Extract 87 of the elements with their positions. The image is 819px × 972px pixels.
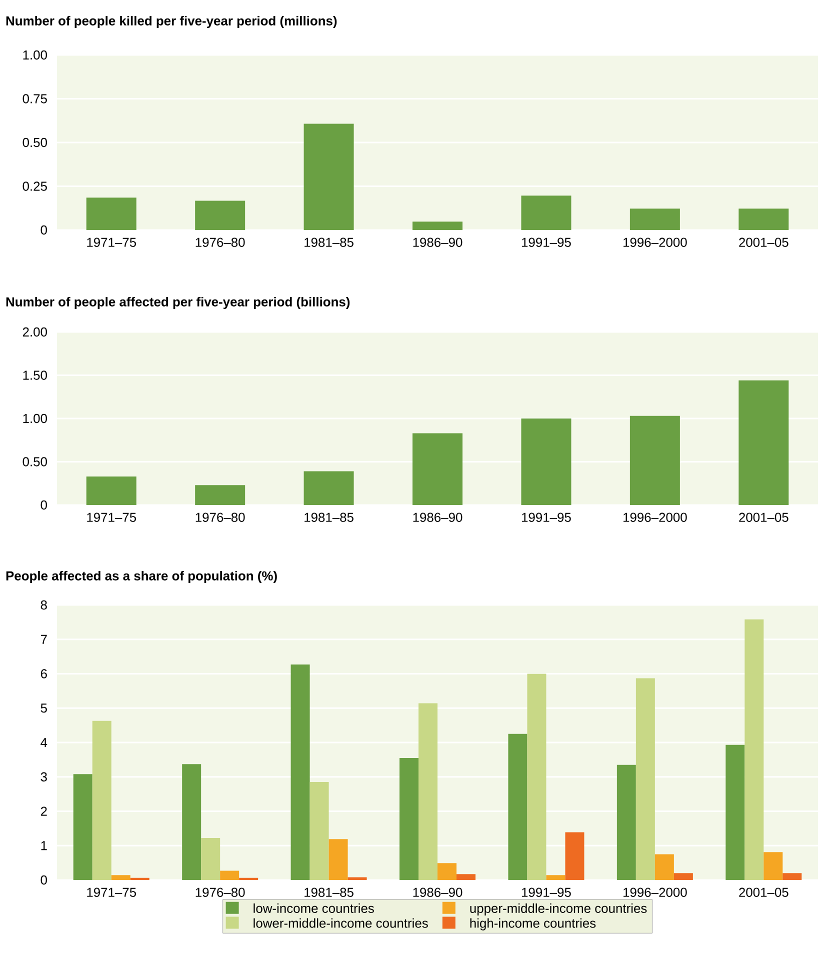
bar <box>674 873 694 880</box>
legend-label: lower-middle-income countries <box>254 918 428 928</box>
y-tick-label: 5 <box>40 704 48 713</box>
x-tick-label: 1986–90 <box>413 238 462 247</box>
y-tick-label: 1.50 <box>23 370 48 380</box>
bar <box>304 471 354 505</box>
x-tick-label: 2001–05 <box>739 512 788 522</box>
bar <box>617 764 636 880</box>
x-tick-label: 1971–75 <box>87 512 136 522</box>
bar <box>782 873 802 880</box>
bar <box>328 839 348 880</box>
x-tick-label: 1991–95 <box>522 512 571 522</box>
bar <box>738 380 789 505</box>
y-tick-label: 8 <box>40 600 48 610</box>
x-tick-label: 1971–75 <box>87 888 136 897</box>
y-tick-label: 0.25 <box>22 182 48 191</box>
chart-title: Number of people affected per five-year period (billions) <box>6 296 350 310</box>
y-tick-label: 7 <box>41 634 47 644</box>
bar <box>726 744 745 880</box>
bar <box>73 774 92 880</box>
bar <box>220 870 240 880</box>
y-tick-label: 0.50 <box>22 138 48 148</box>
y-tick-label: 1 <box>41 841 47 850</box>
y-tick-label: 0 <box>40 500 48 510</box>
bar <box>636 678 656 880</box>
y-tick-label: 1.00 <box>23 414 48 424</box>
x-tick-label: 1976–80 <box>196 238 245 247</box>
bar <box>565 832 584 880</box>
y-tick-label: 2 <box>41 806 47 816</box>
chart-title: People affected as a share of population (%) <box>6 570 278 584</box>
bar <box>521 418 572 505</box>
bar <box>182 764 202 880</box>
bar <box>764 852 783 880</box>
bar <box>86 198 136 230</box>
y-tick-label: 0.75 <box>22 94 48 104</box>
bar <box>201 838 220 880</box>
bar <box>630 416 680 505</box>
bar <box>655 854 674 880</box>
legend-label: high-income countries <box>470 918 596 930</box>
bar <box>111 875 130 880</box>
bar <box>310 782 329 880</box>
bar <box>304 124 354 230</box>
y-tick-label: 0.50 <box>22 457 48 466</box>
x-tick-label: 2001–05 <box>739 238 788 247</box>
x-tick-label: 2001–05 <box>739 888 788 897</box>
y-tick-label: 0 <box>40 875 48 885</box>
x-tick-label: 1981–85 <box>304 512 354 522</box>
bar <box>630 208 680 230</box>
x-tick-label: 1986–90 <box>413 888 462 897</box>
bar <box>92 720 112 880</box>
bar <box>527 674 546 880</box>
bar <box>195 485 246 505</box>
y-tick-label: 4 <box>40 738 48 747</box>
x-tick-label: 1976–80 <box>196 888 245 897</box>
bar <box>290 664 310 880</box>
x-tick-label: 1996–2000 <box>624 888 687 897</box>
bar <box>521 196 572 230</box>
legend-label: low-income countries <box>254 903 374 913</box>
y-tick-label: 1.00 <box>23 50 48 60</box>
x-tick-label: 1996–2000 <box>624 512 687 522</box>
x-tick-label: 1981–85 <box>304 888 354 897</box>
bar <box>508 734 528 880</box>
x-tick-label: 1991–95 <box>522 238 571 247</box>
legend-label: upper-middle-income countries <box>470 903 647 916</box>
bar <box>195 200 246 230</box>
bar <box>348 877 367 880</box>
bar <box>738 208 789 230</box>
x-tick-label: 1976–80 <box>196 512 245 522</box>
x-tick-label: 1986–90 <box>413 512 462 522</box>
bar <box>412 222 463 230</box>
x-tick-label: 1996–2000 <box>624 238 687 247</box>
y-tick-label: 0 <box>40 225 48 235</box>
x-tick-label: 1981–85 <box>304 238 354 247</box>
x-tick-label: 1971–75 <box>87 238 136 247</box>
bar <box>744 619 764 880</box>
bar <box>456 874 476 880</box>
bar <box>438 863 457 880</box>
bar <box>86 476 136 505</box>
y-tick-label: 2.00 <box>23 327 48 337</box>
bar <box>546 875 566 880</box>
y-tick-label: 6 <box>41 669 48 678</box>
x-tick-label: 1991–95 <box>522 888 571 897</box>
y-tick-label: 3 <box>40 772 48 782</box>
chart-title: Number of people killed per five-year period (millions) <box>6 16 337 28</box>
bar <box>418 703 438 880</box>
bar <box>412 433 463 505</box>
bar <box>400 758 419 880</box>
